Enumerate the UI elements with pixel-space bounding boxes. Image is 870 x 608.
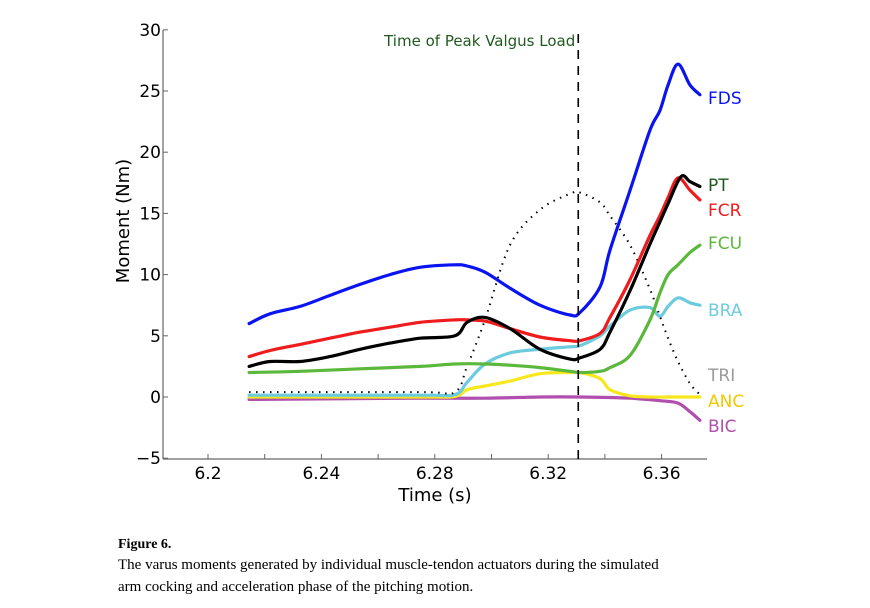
- series-line-fds: [247, 62, 702, 326]
- y-tick-label: 0: [150, 388, 161, 408]
- series-label-tri: TRI: [707, 366, 735, 386]
- x-tick-label: 6.24: [302, 464, 340, 484]
- x-tick-label: 6.28: [416, 464, 454, 484]
- series-label-bra: BRA: [708, 301, 743, 321]
- y-tick-label: 10: [139, 266, 161, 286]
- figure-label: Figure 6.: [118, 537, 172, 552]
- series-line-fcu: [247, 243, 702, 375]
- series-label-fds: FDS: [708, 89, 742, 109]
- x-tick-label: 6.36: [643, 464, 681, 484]
- y-tick-label: 25: [139, 82, 161, 102]
- y-tick-label: 5: [150, 327, 161, 347]
- x-tick-label: 6.32: [529, 464, 567, 484]
- series-label-fcu: FCU: [708, 234, 742, 254]
- x-tick-label: 6.2: [194, 464, 221, 484]
- series-labels: FDS PT FCR FCU BRA TRI ANC BIC Time of Peak Valg…: [383, 32, 744, 437]
- caption-line-2: arm cocking and acceleration phase of th…: [118, 579, 474, 595]
- y-tick-label: −5: [136, 449, 161, 469]
- y-tick-label: 30: [139, 21, 161, 41]
- y-axis-title: Moment (Nm): [113, 159, 134, 283]
- x-axis-title: Time (s): [397, 485, 471, 506]
- figure-caption: Figure 6. The varus moments generated by…: [118, 536, 818, 598]
- series-label-bic: BIC: [708, 417, 737, 437]
- y-tick-label: 20: [139, 143, 161, 163]
- series-line-bic: [247, 395, 702, 422]
- series-label-fcr: FCR: [708, 201, 742, 221]
- y-tick-label: 15: [139, 204, 161, 224]
- series-label-pt: PT: [708, 176, 729, 196]
- caption-line-1: The varus moments generated by individua…: [118, 557, 659, 573]
- series-line-pt: [247, 174, 702, 368]
- plot-area: [247, 34, 702, 464]
- peak-valgus-load-label: Time of Peak Valgus Load: [383, 32, 575, 50]
- series-line-tri: [249, 190, 701, 396]
- series-line-bra: [247, 296, 702, 398]
- series-label-anc: ANC: [708, 392, 744, 412]
- series-line-fcr: [247, 176, 702, 359]
- axes: −5 0 5 10 15 20 25 30 6.2 6.24 6.28 6.32 6.36: [136, 21, 707, 484]
